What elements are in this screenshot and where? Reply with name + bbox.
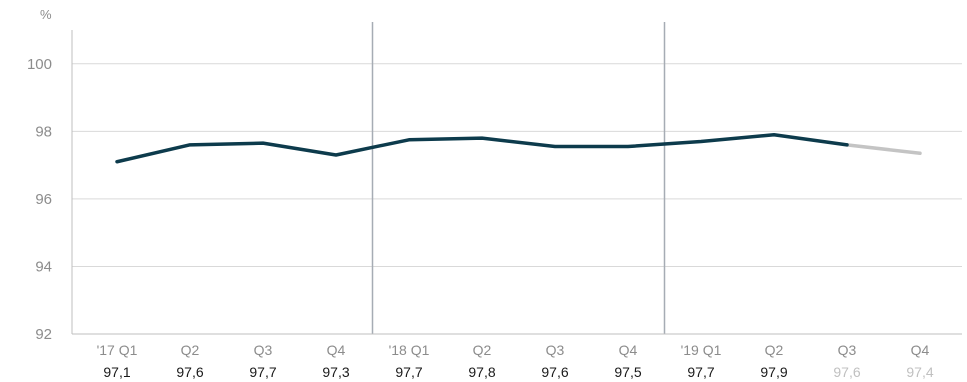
x-tick-label: Q4 [327,342,346,358]
value-label: 97,9 [760,364,787,380]
y-tick-label: 94 [35,258,52,275]
value-label: 97,6 [833,364,860,380]
x-tick-label: '17 Q1 [97,342,138,358]
x-tick-label: '18 Q1 [389,342,430,358]
x-tick-label: Q2 [181,342,200,358]
value-label: 97,1 [103,364,130,380]
y-tick-label: 92 [35,326,52,343]
x-tick-label: Q4 [911,342,930,358]
value-labels: 97,1 97,6 97,7 97,3 97,7 97,8 97,6 97,5 97,7 97,9… [103,364,933,380]
x-tick-label: Q2 [765,342,784,358]
series-line [115,132,922,164]
projection-segment [845,143,922,156]
value-label: 97,6 [541,364,568,380]
x-tick-label: '19 Q1 [681,342,722,358]
value-label: 97,3 [322,364,349,380]
x-tick-label: Q3 [546,342,565,358]
y-tick-label: 98 [35,123,52,140]
value-label: 97,7 [395,364,422,380]
x-tick-label: Q4 [619,342,638,358]
value-label: 97,7 [687,364,714,380]
y-unit-label: % [40,7,52,22]
x-tick-label: Q2 [473,342,492,358]
y-axis-ticks: 92 94 96 98 100 [27,56,52,343]
value-label: 97,7 [249,364,276,380]
series-line-actual [115,132,849,164]
value-label: 97,4 [906,364,933,380]
x-tick-label: Q3 [838,342,857,358]
y-tick-label: 96 [35,191,52,208]
x-tick-label: Q3 [254,342,273,358]
y-tick-label: 100 [27,56,52,73]
value-label: 97,6 [176,364,203,380]
value-label: 97,5 [614,364,641,380]
value-label: 97,8 [468,364,495,380]
year-separators [371,22,666,334]
x-axis-ticks: '17 Q1 Q2 Q3 Q4 '18 Q1 Q2 Q3 Q4 '19 Q1 Q2 Q3 Q4 [97,342,930,358]
grid-lines [72,63,962,267]
